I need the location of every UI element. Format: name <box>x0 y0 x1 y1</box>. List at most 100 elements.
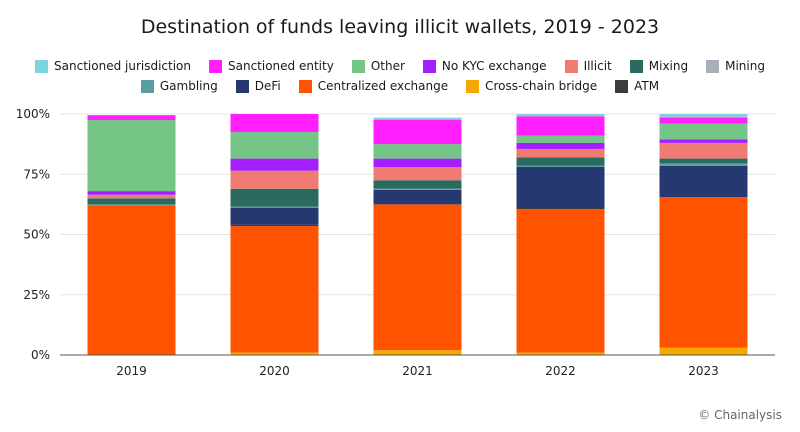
bar-segment-mixing <box>659 158 748 164</box>
y-tick-label: 25% <box>23 288 50 302</box>
legend-item-no-kyc-exchange: No KYC exchange <box>422 59 547 73</box>
legend-swatch <box>629 59 643 73</box>
legend-swatch <box>615 79 629 93</box>
legend-item-defi: DeFi <box>235 79 281 93</box>
bar-segment-mixing <box>87 198 176 205</box>
bar-segment-cross-chain-bridge <box>659 347 748 355</box>
bar-segment-illicit <box>87 194 176 199</box>
y-tick-label: 100% <box>16 107 50 121</box>
bar-segment-illicit <box>373 167 462 181</box>
legend-label: No KYC exchange <box>441 59 547 73</box>
bar-segment-mining <box>373 118 462 121</box>
y-tick-label: 75% <box>23 167 50 181</box>
bar-segment-defi <box>230 207 319 225</box>
bar-segment-cross-chain-bridge <box>516 352 605 355</box>
bar-segment-illicit <box>230 170 319 189</box>
bar-segment-atm <box>230 224 319 227</box>
legend-item-sanctioned-entity: Sanctioned entity <box>209 59 334 73</box>
legend-label: Sanctioned jurisdiction <box>54 59 191 73</box>
legend-swatch <box>564 59 578 73</box>
bar-segment-sanctioned-entity <box>373 120 462 145</box>
legend-item-illicit: Illicit <box>564 59 612 73</box>
bar-segment-centralized-exchange <box>230 226 319 353</box>
bar-segment-sanctioned-entity <box>230 114 319 133</box>
legend-item-centralized-exchange: Centralized exchange <box>298 79 449 93</box>
bar-segment-centralized-exchange <box>87 205 176 355</box>
x-tick-label: 2023 <box>688 364 719 378</box>
bar-segment-mixing <box>230 188 319 207</box>
legend-row: Gambling DeFi Centralized exchange Cross-ch… <box>0 76 800 96</box>
bar-segment-no-kyc-exchange <box>659 139 748 143</box>
bar-segment-cross-chain-bridge <box>230 352 319 355</box>
legend-swatch <box>35 59 49 73</box>
bar-segment-gambling <box>659 163 748 166</box>
legend-label: Illicit <box>583 59 612 73</box>
legend-swatch <box>235 79 249 93</box>
bar-segment-sanctioned-jurisdiction <box>659 114 748 117</box>
bar-segment-gambling <box>230 206 319 208</box>
bar-segment-defi <box>373 189 462 205</box>
bar-segment-defi <box>659 165 748 198</box>
bar-segment-gambling <box>87 204 176 206</box>
legend-item-gambling: Gambling <box>140 79 218 93</box>
legend-label: Cross-chain bridge <box>485 79 598 93</box>
y-tick-label: 50% <box>23 228 50 242</box>
bar-segment-illicit <box>659 142 748 159</box>
bar-segment-cross-chain-bridge <box>373 350 462 355</box>
bar-segment-defi <box>516 167 605 208</box>
legend-swatch <box>351 59 365 73</box>
bar-segment-no-kyc-exchange <box>373 158 462 168</box>
legend-label: Centralized exchange <box>317 79 449 93</box>
bar-segment-sanctioned-entity <box>87 115 176 121</box>
bar-segment-sanctioned-entity <box>516 116 605 136</box>
bar-segment-no-kyc-exchange <box>230 158 319 171</box>
legend-label: Sanctioned entity <box>228 59 334 73</box>
x-tick-label: 2021 <box>402 364 433 378</box>
legend-label: DeFi <box>254 79 281 93</box>
bar-segment-other <box>87 120 176 192</box>
legend-swatch <box>140 79 154 93</box>
bar-segment-illicit <box>516 148 605 158</box>
chart-title: Destination of funds leaving illicit wal… <box>140 16 660 38</box>
legend-label: Other <box>370 59 405 73</box>
bar-segment-no-kyc-exchange <box>516 142 605 149</box>
legend-item-sanctioned-jurisdiction: Sanctioned jurisdiction <box>35 59 191 73</box>
bar-segment-gambling <box>516 165 605 168</box>
legend-swatch <box>298 79 312 93</box>
legend-item-mining: Mining <box>706 59 765 73</box>
legend-label: Mixing <box>648 59 689 73</box>
bar-segment-sanctioned-entity <box>659 117 748 124</box>
legend-swatch <box>706 59 720 73</box>
legend-swatch <box>209 59 222 73</box>
legend-swatch <box>422 59 436 73</box>
x-tick-label: 2022 <box>545 364 576 378</box>
bar-segment-mixing <box>373 180 462 189</box>
bar-segment-other <box>230 132 319 159</box>
bar-segment-sanctioned-jurisdiction <box>373 117 462 119</box>
legend-label: Gambling <box>159 79 218 93</box>
legend-item-mixing: Mixing <box>629 59 689 73</box>
legend-item-cross-chain-bridge: Cross-chain bridge <box>466 79 597 93</box>
bar-segment-no-kyc-exchange <box>87 191 176 195</box>
legend-swatch <box>466 79 480 93</box>
bar-segment-mining <box>516 115 605 117</box>
bar-segment-sanctioned-jurisdiction <box>516 114 605 116</box>
bar-segment-mining <box>659 116 748 118</box>
x-tick-label: 2019 <box>116 364 147 378</box>
legend-label: ATM <box>634 79 660 93</box>
bar-segment-other <box>373 144 462 159</box>
bar-segment-centralized-exchange <box>516 209 605 353</box>
legend-row: Sanctioned jurisdiction Sanctioned entity… <box>0 56 800 76</box>
bar-segment-gambling <box>373 188 462 190</box>
bar-segment-atm <box>516 207 605 210</box>
chainalysis-credit: © Chainalysis <box>698 408 782 422</box>
bar-segment-other <box>516 135 605 143</box>
legend-item-atm: ATM <box>615 79 659 93</box>
bar-segment-centralized-exchange <box>373 204 462 351</box>
bar-segment-other <box>659 123 748 140</box>
bar-segment-mixing <box>516 157 605 166</box>
y-tick-label: 0% <box>31 348 50 362</box>
legend-label: Mining <box>725 59 765 73</box>
legend-item-other: Other <box>351 59 405 73</box>
